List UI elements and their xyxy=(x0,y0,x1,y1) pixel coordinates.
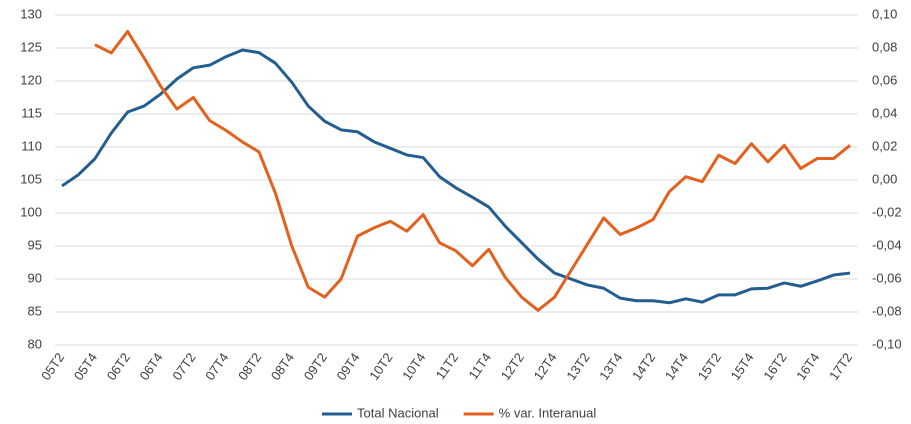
x-tick-label: 09T4 xyxy=(333,350,362,383)
x-tick-label: 08T4 xyxy=(268,350,297,383)
y2-tick-label: -0,08 xyxy=(872,303,902,318)
x-tick-label: 14T4 xyxy=(662,350,691,383)
y2-tick-label: 0,08 xyxy=(872,39,897,54)
x-tick-label: 11T4 xyxy=(465,350,494,382)
y-tick-label: 100 xyxy=(20,204,42,219)
y-tick-label: 115 xyxy=(21,105,42,120)
x-tick-label: 12T2 xyxy=(498,350,527,383)
x-tick-label: 07T4 xyxy=(202,350,231,383)
x-tick-label: 06T2 xyxy=(104,350,133,383)
y-tick-label: 85 xyxy=(28,303,42,318)
x-tick-label: 13T4 xyxy=(596,350,625,383)
y-tick-label: 120 xyxy=(20,72,42,87)
y-tick-label: 105 xyxy=(20,171,42,186)
y2-tick-label: -0,06 xyxy=(872,270,902,285)
x-tick-label: 13T2 xyxy=(563,350,592,383)
x-tick-label: 15T4 xyxy=(727,350,756,383)
y2-tick-label: 0,00 xyxy=(872,171,897,186)
x-tick-label: 14T2 xyxy=(629,350,658,383)
y2-tick-label: 0,02 xyxy=(872,138,897,153)
x-tick-label: 11T2 xyxy=(433,350,462,382)
x-tick-label: 07T2 xyxy=(169,350,198,383)
x-tick-label: 17T2 xyxy=(826,350,855,383)
x-tick-label: 16T4 xyxy=(793,350,822,383)
x-tick-label: 05T4 xyxy=(71,350,100,383)
x-tick-label: 15T2 xyxy=(695,350,724,383)
x-tick-label: 10T4 xyxy=(399,350,428,383)
y-tick-label: 80 xyxy=(28,336,42,351)
y-tick-label: 90 xyxy=(28,270,42,285)
x-tick-label: 10T2 xyxy=(366,350,395,383)
y2-tick-label: -0,10 xyxy=(872,336,902,351)
legend-label: % var. Interanual xyxy=(499,405,597,420)
y-tick-label: 110 xyxy=(21,138,42,153)
x-tick-label: 06T4 xyxy=(136,350,165,383)
y-tick-label: 95 xyxy=(28,237,42,252)
y-tick-label: 125 xyxy=(20,39,42,54)
y2-tick-label: 0,10 xyxy=(872,6,897,21)
x-tick-label: 16T2 xyxy=(760,350,789,383)
y2-tick-label: -0,02 xyxy=(872,204,902,219)
legend-label: Total Nacional xyxy=(357,405,439,420)
x-tick-label: 05T2 xyxy=(38,350,67,383)
x-tick-label: 12T4 xyxy=(530,350,559,383)
y2-tick-label: 0,04 xyxy=(872,105,897,120)
y-tick-label: 130 xyxy=(20,6,42,21)
x-tick-label: 09T2 xyxy=(301,350,330,383)
series-line xyxy=(94,30,851,312)
x-tick-label: 08T2 xyxy=(235,350,264,383)
y2-tick-label: -0,04 xyxy=(872,237,902,252)
series-line xyxy=(61,48,851,305)
y2-tick-label: 0,06 xyxy=(872,72,897,87)
